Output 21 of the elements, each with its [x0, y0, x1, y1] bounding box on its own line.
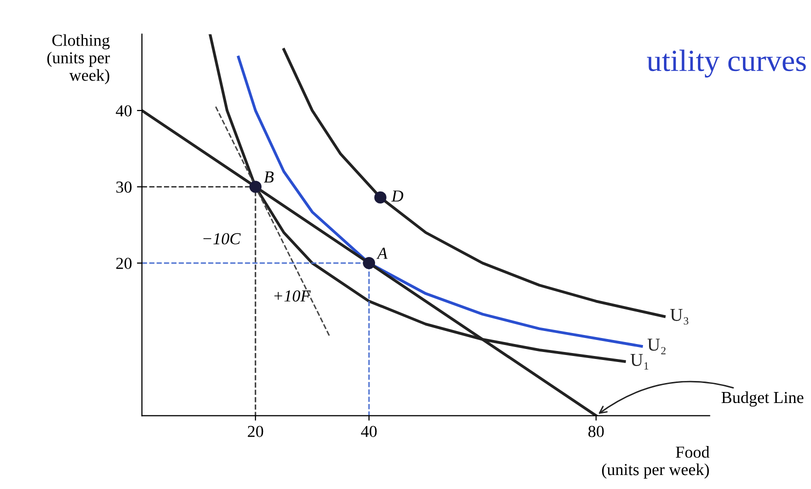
annotation: A — [376, 248, 388, 259]
point — [249, 180, 262, 193]
y-tick-label: 40 — [116, 105, 132, 116]
y-axis-title: Clothing (units per week) — [47, 34, 110, 84]
series-label: U₂ — [648, 338, 666, 354]
x-tick-label: 40 — [360, 426, 377, 438]
x-axis-title: Food (units per week) — [602, 446, 710, 479]
x-tick-label: 80 — [588, 426, 604, 438]
point — [362, 257, 376, 270]
series-label: U₃ — [670, 309, 688, 325]
annotation: +10F — [274, 290, 311, 302]
y-tick-label: 30 — [116, 181, 132, 193]
y-tick-label: 20 — [116, 258, 132, 270]
x-tick-label: 20 — [248, 426, 264, 438]
point — [374, 191, 386, 204]
annotation: D — [391, 190, 404, 202]
annotation: B — [264, 172, 274, 183]
chart-title: utility curves — [646, 50, 806, 78]
annotation: Budget Line — [722, 391, 804, 407]
series-label: U₁ — [630, 354, 648, 370]
annotation: −10C — [203, 233, 241, 244]
